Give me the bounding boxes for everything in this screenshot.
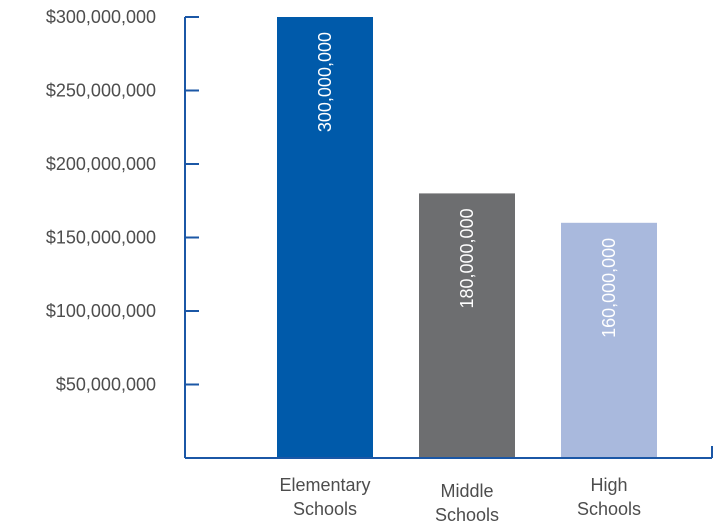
- x-labels-layer: Elementary Schools Middle Schools High School…: [279, 475, 641, 525]
- bar-1: [419, 193, 515, 458]
- y-ticks-layer: $50,000,000 $100,000,000 $150,000,000 $200,…: [46, 7, 199, 395]
- y-tick-label-5: $300,000,000: [46, 7, 156, 27]
- y-tick-label-4: $250,000,000: [46, 81, 156, 101]
- x-category-label-2-line-1: Schools: [577, 499, 641, 519]
- x-category-label-0-line-0: Elementary: [279, 475, 370, 495]
- bars-layer: 300,000,000 180,000,000 160,000,000: [277, 17, 657, 458]
- bar-0: [277, 17, 373, 458]
- x-category-label-0-line-1: Schools: [293, 499, 357, 519]
- x-category-label-1-line-1: Schools: [435, 505, 499, 525]
- y-tick-label-1: $100,000,000: [46, 301, 156, 321]
- data-label-2: 160,000,000: [599, 238, 619, 338]
- y-tick-label-2: $150,000,000: [46, 228, 156, 248]
- y-tick-label-0: $50,000,000: [56, 375, 156, 395]
- x-category-label-1-line-0: Middle: [440, 481, 493, 501]
- data-label-0: 300,000,000: [315, 32, 335, 132]
- y-tick-label-3: $200,000,000: [46, 154, 156, 174]
- x-category-label-2-line-0: High: [590, 475, 627, 495]
- data-label-1: 180,000,000: [457, 208, 477, 308]
- bar-2: [561, 222, 657, 458]
